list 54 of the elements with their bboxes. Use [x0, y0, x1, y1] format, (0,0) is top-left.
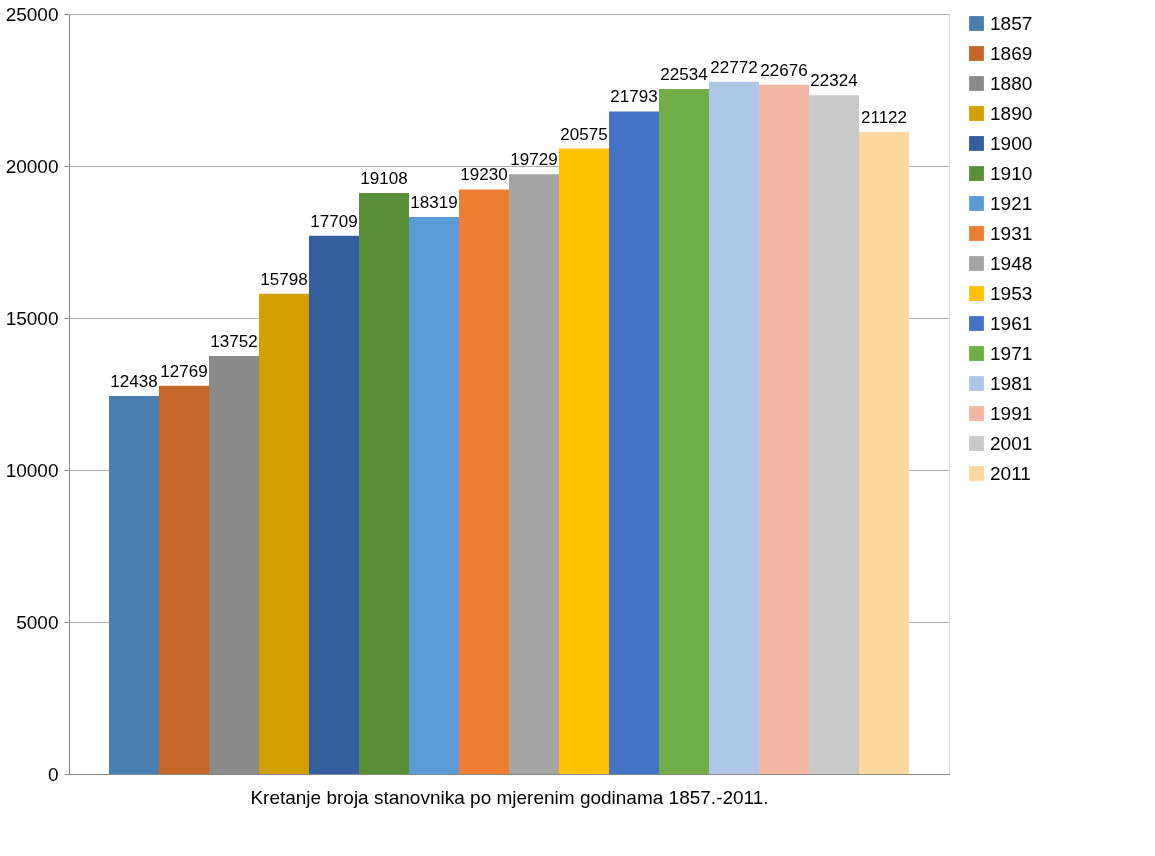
- bar: [809, 95, 859, 774]
- data-label: 20575: [560, 124, 608, 144]
- legend-label: 1991: [990, 402, 1033, 424]
- data-label: 12769: [160, 361, 208, 381]
- y-tick-label: 10000: [5, 459, 59, 481]
- legend-label: 1857: [990, 12, 1033, 34]
- data-label: 22772: [710, 57, 758, 77]
- legend-label: 1953: [990, 282, 1033, 304]
- bar: [259, 293, 309, 774]
- bar: [609, 111, 659, 774]
- data-label: 19729: [510, 150, 558, 170]
- y-tick-label: 0: [47, 763, 59, 785]
- y-tick-label: 25000: [5, 3, 59, 25]
- y-tick-label: 15000: [5, 307, 59, 329]
- bar: [559, 148, 609, 774]
- bar: [759, 84, 809, 774]
- bar: [659, 88, 709, 774]
- legend-label: 1921: [990, 192, 1033, 214]
- x-axis-title: Kretanje broja stanovnika po mjerenim godinama 1857.-2011.: [250, 786, 769, 808]
- legend-label: 1910: [990, 162, 1033, 184]
- legend-label: 1900: [990, 132, 1033, 154]
- bar: [159, 385, 209, 774]
- bar: [509, 174, 559, 774]
- bar: [459, 189, 509, 774]
- bar: [709, 81, 759, 774]
- legend-label: 1961: [990, 312, 1033, 334]
- y-tick-label: 20000: [5, 155, 59, 177]
- bar: [859, 131, 909, 774]
- data-label: 13752: [210, 331, 258, 351]
- legend-label: 2011: [990, 462, 1031, 484]
- legend-label: 2001: [990, 432, 1033, 454]
- data-label: 21793: [610, 87, 658, 107]
- legend-label: 1890: [990, 102, 1033, 124]
- data-label: 18319: [410, 193, 458, 213]
- data-label: 19230: [460, 165, 508, 185]
- bar: [309, 235, 359, 774]
- bar: [359, 193, 409, 774]
- data-label: 22534: [660, 64, 708, 84]
- bar: [109, 395, 159, 774]
- data-label: 22324: [810, 71, 858, 91]
- data-label: 12438: [110, 371, 158, 391]
- legend-label: 1869: [990, 42, 1033, 64]
- legend-label: 1880: [990, 72, 1033, 94]
- legend-label: 1948: [990, 252, 1033, 274]
- data-label: 15798: [260, 269, 308, 289]
- bar: [409, 217, 459, 774]
- y-tick-label: 5000: [16, 611, 59, 633]
- legend-label: 1971: [990, 342, 1033, 364]
- legend-label: 1981: [990, 372, 1033, 394]
- legend-label: 1931: [990, 222, 1033, 244]
- data-label: 19108: [360, 169, 408, 189]
- data-label: 21122: [860, 107, 908, 127]
- data-label: 22676: [760, 60, 808, 80]
- data-label: 17709: [310, 211, 358, 231]
